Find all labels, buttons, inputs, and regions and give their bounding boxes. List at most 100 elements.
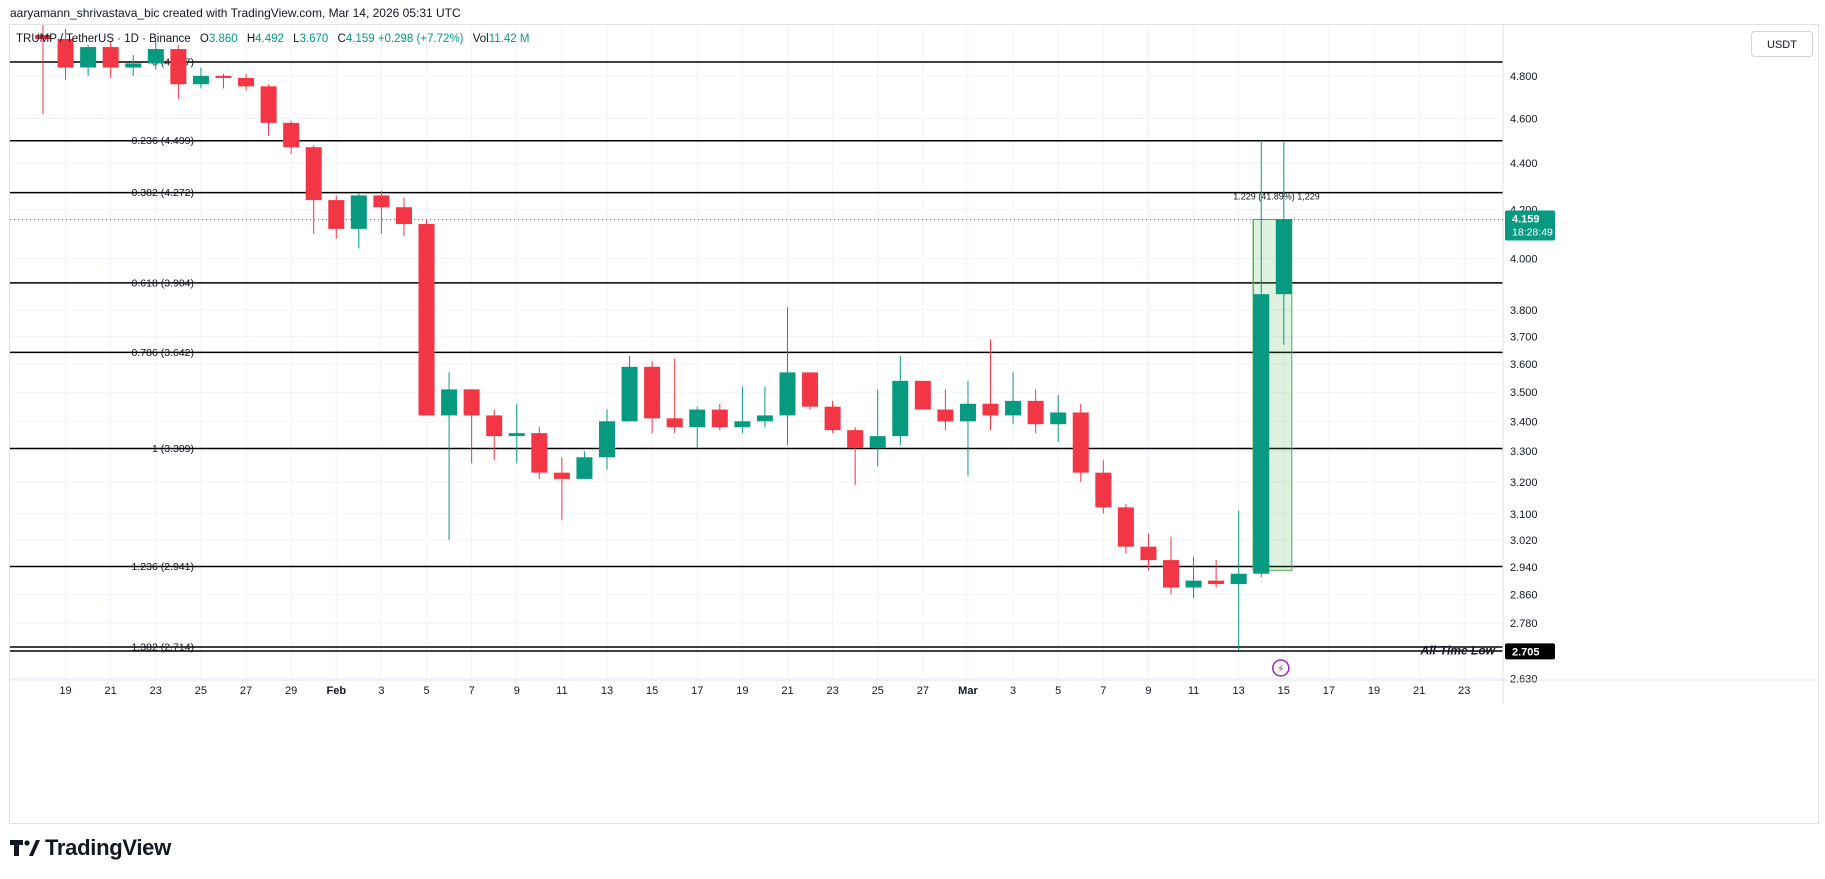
y-tick-label: 2.860 <box>1510 590 1538 602</box>
candle-body <box>35 34 51 39</box>
fib-level-label: 1.236 (2.941) <box>132 561 194 573</box>
y-tick-label: 3.020 <box>1510 535 1538 547</box>
candle-body <box>1117 507 1134 547</box>
low-value: 3.670 <box>299 33 329 45</box>
candle-body <box>283 122 300 148</box>
candle-body <box>192 75 209 85</box>
candle-body <box>102 47 119 68</box>
open-label: O <box>199 33 209 45</box>
x-tick-label: Feb <box>326 685 346 697</box>
flash-icon <box>1272 659 1290 677</box>
fib-level-label: 0.382 (4.272) <box>132 187 194 199</box>
fib-level-label: 0.786 (3.642) <box>132 347 194 359</box>
high-label: H <box>246 33 256 45</box>
x-tick-label: 23 <box>150 685 162 697</box>
candle-body <box>553 472 570 479</box>
flash-icon-glyph: ⚡ <box>1277 664 1284 675</box>
candle-body <box>215 75 232 78</box>
candle-body <box>238 77 255 87</box>
candle-body <box>350 195 367 229</box>
candle-body <box>1185 580 1202 588</box>
candle-body <box>644 366 661 419</box>
candle-body <box>1253 294 1270 574</box>
y-tick-label: 3.400 <box>1510 416 1538 428</box>
candle-body <box>260 86 277 123</box>
candle-body <box>1095 472 1112 508</box>
candle-body <box>869 436 886 449</box>
candle-body <box>756 415 773 422</box>
y-tick-label: 4.000 <box>1510 253 1538 265</box>
candle-body <box>599 421 615 458</box>
last-price-badge <box>1505 210 1555 241</box>
fib-level-label: 1.382 (2.714) <box>132 642 194 654</box>
x-tick-label: 7 <box>1100 685 1106 697</box>
x-tick-label: 15 <box>646 685 658 697</box>
currency-button[interactable]: USDT <box>1751 31 1813 57</box>
x-tick-label: 29 <box>285 685 297 697</box>
x-tick-label: 19 <box>1368 685 1380 697</box>
close-value: 4.159 <box>345 33 375 45</box>
close-label: C <box>337 33 346 45</box>
x-tick-label: 19 <box>59 685 71 697</box>
candle-body <box>508 433 525 437</box>
x-tick-label: 21 <box>1413 685 1425 697</box>
x-tick-label: 17 <box>691 685 703 697</box>
candle-body <box>80 47 97 68</box>
candle-body <box>802 372 819 407</box>
candle-body <box>418 224 435 416</box>
x-tick-label: 13 <box>601 685 613 697</box>
y-tick-label: 3.700 <box>1510 332 1538 344</box>
last-price-label: 4.159 <box>1512 213 1540 225</box>
candle-body <box>147 49 164 64</box>
x-axis: 19 21 23 25 27 29 Feb 3 5 7 9 11 13 15 17 19 21 23 25 27 Mar… <box>10 679 1818 697</box>
x-tick-label: 23 <box>1458 685 1470 697</box>
candle-body <box>689 409 706 428</box>
y-tick-label: 3.200 <box>1510 477 1538 489</box>
candle-body <box>1230 573 1247 585</box>
y-axis: 4.8004.6004.4004.2004.0003.8003.7003.600… <box>1502 25 1538 704</box>
candle-body <box>576 457 593 479</box>
brand-name: TradingView <box>45 835 171 860</box>
x-tick-label: 23 <box>826 685 838 697</box>
candle-body <box>305 147 322 201</box>
x-tick-label: 25 <box>195 685 207 697</box>
x-tick-label: 19 <box>736 685 748 697</box>
x-tick-label: 9 <box>1145 685 1151 697</box>
x-tick-label: 7 <box>469 685 475 697</box>
candle-body <box>373 195 390 208</box>
candle-body <box>441 389 458 416</box>
x-tick-label: 17 <box>1323 685 1335 697</box>
all-time-low-badge <box>1505 643 1555 660</box>
candle-body <box>531 433 548 473</box>
symbol-name[interactable]: TRUMP / TetherUS · 1D · Binance <box>16 33 191 45</box>
x-tick-label: 21 <box>781 685 793 697</box>
tradingview-logo[interactable]: TradingView <box>10 835 171 861</box>
candle-body <box>847 430 864 449</box>
all-time-low-label: All-Time Low <box>1420 643 1496 657</box>
symbol-legend[interactable]: TRUMP / TetherUS · 1D · Binance O3.860 H… <box>16 33 529 45</box>
candle-body <box>892 380 909 437</box>
x-tick-label: 11 <box>1188 685 1199 697</box>
candle-body <box>1072 412 1089 473</box>
y-tick-label: 3.800 <box>1510 305 1538 317</box>
candle-body <box>824 406 841 431</box>
x-tick-label: 13 <box>1233 685 1245 697</box>
all-time-low-value: 2.705 <box>1512 646 1540 658</box>
y-tick-label: 3.500 <box>1510 387 1538 399</box>
x-tick-label: 27 <box>240 685 252 697</box>
fib-level-label: 0.236 (4.499) <box>132 135 194 147</box>
fib-level-label: 1 (3.309) <box>152 443 194 455</box>
candles <box>35 25 1292 651</box>
x-tick-label: 15 <box>1278 685 1290 697</box>
candle-body <box>1140 546 1157 561</box>
candle-body <box>1050 412 1067 425</box>
candle-body <box>1163 560 1179 588</box>
x-tick-label: Mar <box>958 685 978 697</box>
measure-label: 1.229 (41.89%) 1,229 <box>1233 191 1320 201</box>
open-value: 3.860 <box>208 33 238 45</box>
candle-body <box>937 409 954 422</box>
chart-frame <box>9 24 1819 824</box>
high-value: 4.492 <box>255 33 284 45</box>
y-tick-label: 2.940 <box>1510 562 1538 574</box>
